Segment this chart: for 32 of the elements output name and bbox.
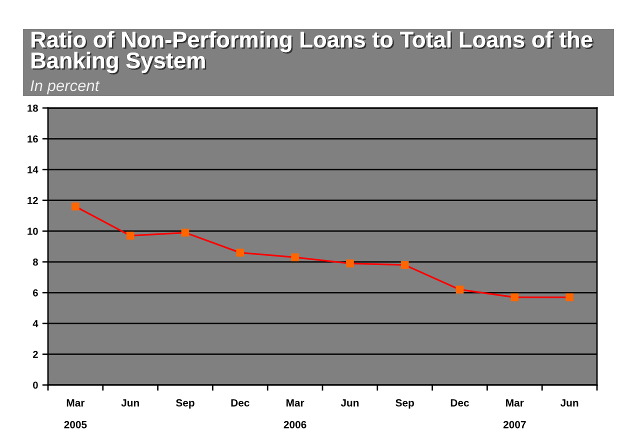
chart-subtitle: In percent [30, 80, 100, 94]
category-label: Mar 2007 [503, 399, 526, 428]
point [236, 248, 244, 257]
x-tick-label: Jun [121, 399, 139, 407]
point [126, 232, 134, 240]
point [400, 261, 409, 269]
x-tick-label: Sep [396, 399, 414, 409]
point [456, 286, 464, 294]
point [291, 253, 299, 262]
y-tick-label: 18 [28, 104, 38, 112]
point [346, 260, 354, 268]
x-tick-label: Dec [450, 399, 469, 407]
category-label: Mar 2006 [284, 399, 306, 428]
point [181, 228, 190, 237]
y-tick-label: 6 [33, 289, 38, 296]
point [72, 202, 80, 210]
y-tick-label: 16 [28, 135, 38, 143]
point [566, 293, 574, 302]
chart-title: Ratio of Non-Performing Loans to Total Loans of the Banking System [32, 31, 594, 74]
y-tick-label: 10 [28, 228, 38, 235]
y-tick-label: 12 [28, 196, 38, 204]
x-tick-label: Dec [231, 399, 250, 407]
y-tick-label: 4 [32, 320, 38, 328]
x-tick-label: Jun [560, 399, 578, 407]
y-tick-label: 14 [28, 166, 38, 174]
y-tick-label: 2 [32, 350, 38, 358]
x-tick-label: Jun [340, 399, 359, 407]
point [510, 293, 519, 302]
y-tick-label: 0 [33, 382, 38, 389]
category-label: Mar 2005 [64, 399, 87, 428]
y-tick-label: 8 [32, 258, 38, 266]
x-tick-label: Sep [176, 399, 194, 409]
